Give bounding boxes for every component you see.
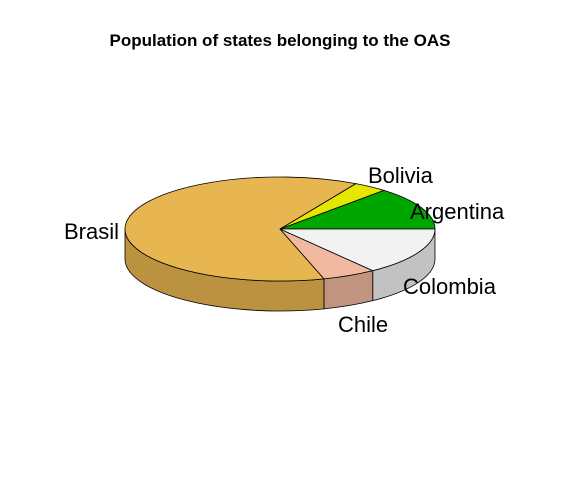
pie-slice-colombia [279,228,436,272]
chart-title: Population of states belonging to the OA… [110,31,451,50]
slice-label-colombia: Colombia [403,274,497,299]
pie-slice-argentina [279,189,436,230]
pie-layer: Argentina Bolivia Brasil Chile Colombia [64,163,505,337]
slice-label-chile: Chile [338,312,388,337]
slice-label-bolivia: Bolivia [368,163,434,188]
slice-label-argentina: Argentina [410,199,505,224]
pie-slice-brasil [124,176,357,282]
slice-label-brasil: Brasil [64,219,119,244]
